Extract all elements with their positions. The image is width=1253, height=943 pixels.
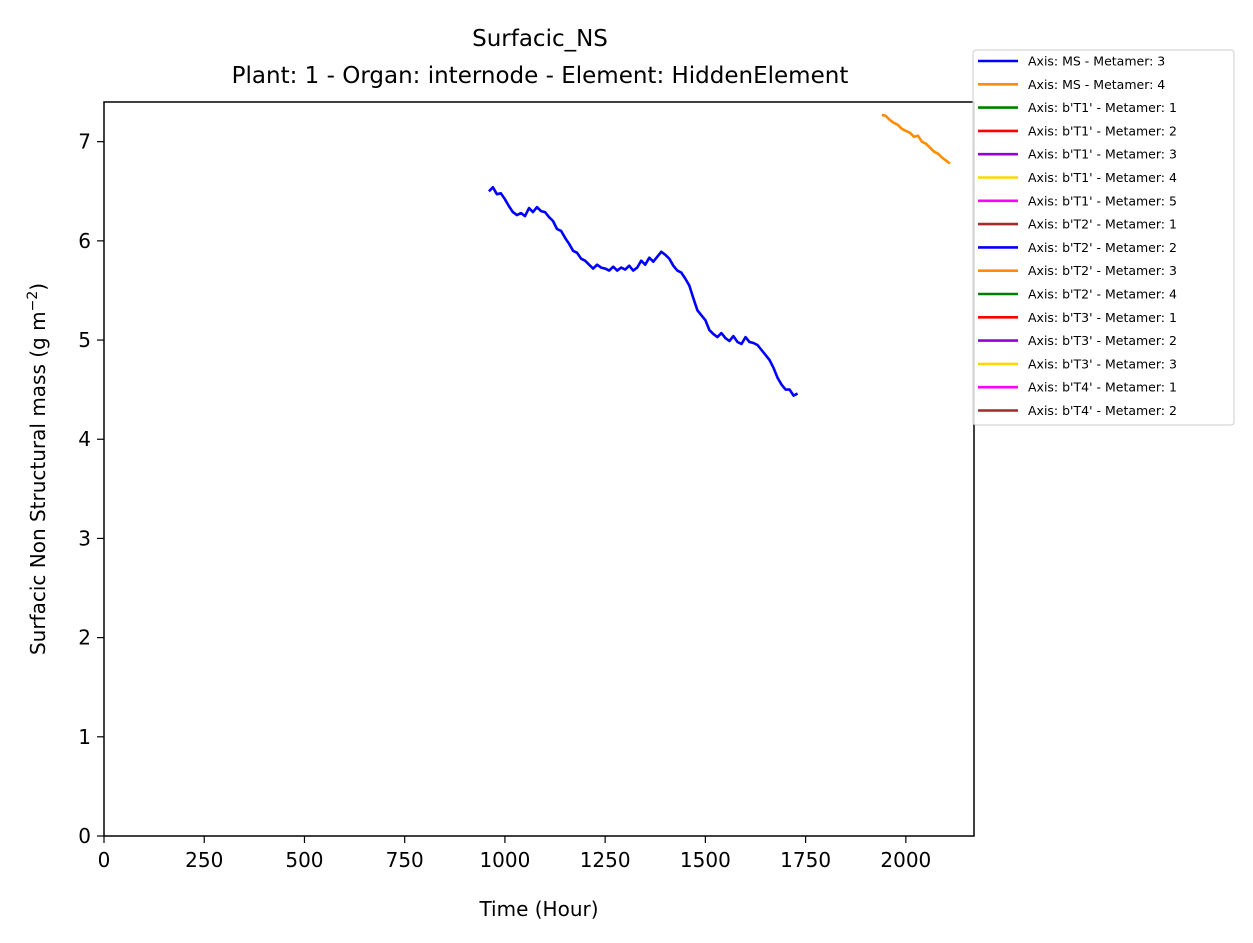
y-tick-label: 2 — [78, 626, 91, 650]
series-line-2 — [881, 113, 951, 165]
y-tick-label: 7 — [78, 130, 91, 154]
y-tick-label: 3 — [78, 526, 91, 550]
legend-frame — [972, 49, 1235, 426]
legend-entry: Axis: b'T4' - Metamer: 2 — [1028, 403, 1177, 418]
legend-entry: Axis: b'T3' - Metamer: 3 — [1028, 356, 1177, 371]
y-axis-label-superscript: −2 — [25, 291, 41, 312]
x-tick-label: 2000 — [880, 848, 931, 872]
y-axis-label-main: Surfacic Non Structural mass (g m — [26, 311, 50, 655]
x-axis-label: Time (Hour) — [478, 897, 598, 921]
y-tick-label: 6 — [78, 229, 91, 253]
legend-entry: Axis: b'T1' - Metamer: 5 — [1028, 193, 1177, 208]
legend-entry: Axis: b'T3' - Metamer: 2 — [1028, 333, 1177, 348]
tick-layer: 0 250 500 750 1000 1250 1500 1750 2000 0 1 2 3 4 5 6 7 — [78, 130, 931, 872]
x-tick-label: 1000 — [479, 848, 530, 872]
legend-entry: Axis: b'T2' - Metamer: 2 — [1028, 240, 1177, 255]
legend-entry: Axis: b'T1' - Metamer: 1 — [1028, 100, 1177, 115]
legend: Axis: MS - Metamer: 3 Axis: MS - Metamer:… — [972, 49, 1235, 426]
series-line-1 — [487, 186, 799, 397]
x-tick-label: 750 — [386, 848, 424, 872]
legend-entry: Axis: MS - Metamer: 3 — [1028, 54, 1165, 69]
x-tick-label: 1750 — [780, 848, 831, 872]
chart-subtitle: Plant: 1 - Organ: internode - Element: H… — [232, 63, 849, 89]
legend-entry: Axis: b'T2' - Metamer: 4 — [1028, 287, 1177, 302]
x-tick-label: 1250 — [580, 848, 631, 872]
x-tick-label: 1500 — [680, 848, 731, 872]
legend-entry: Axis: b'T2' - Metamer: 1 — [1028, 217, 1177, 232]
x-tick-label: 500 — [285, 848, 323, 872]
y-tick-label: 5 — [78, 328, 91, 352]
y-axis-label-close: ) — [26, 283, 50, 291]
legend-entry: Axis: b'T1' - Metamer: 2 — [1028, 123, 1177, 138]
y-tick-label: 0 — [78, 824, 91, 848]
legend-entry: Axis: b'T2' - Metamer: 3 — [1028, 263, 1177, 278]
legend-entry: Axis: MS - Metamer: 4 — [1028, 77, 1165, 92]
legend-entry: Axis: b'T3' - Metamer: 1 — [1028, 310, 1177, 325]
chart-title: Surfacic_NS — [472, 26, 608, 52]
plot-frame — [103, 101, 975, 837]
legend-entry: Axis: b'T4' - Metamer: 1 — [1028, 380, 1177, 395]
y-tick-label: 4 — [78, 427, 91, 451]
legend-entry: Axis: b'T1' - Metamer: 3 — [1028, 147, 1177, 162]
x-tick-label: 250 — [185, 848, 223, 872]
legend-entry: Axis: b'T1' - Metamer: 4 — [1028, 170, 1177, 185]
x-tick-label: 0 — [98, 848, 111, 872]
y-tick-label: 1 — [78, 725, 91, 749]
series-layer — [487, 113, 951, 397]
y-axis-label: Surfacic Non Structural mass (g m−2) — [25, 283, 50, 655]
